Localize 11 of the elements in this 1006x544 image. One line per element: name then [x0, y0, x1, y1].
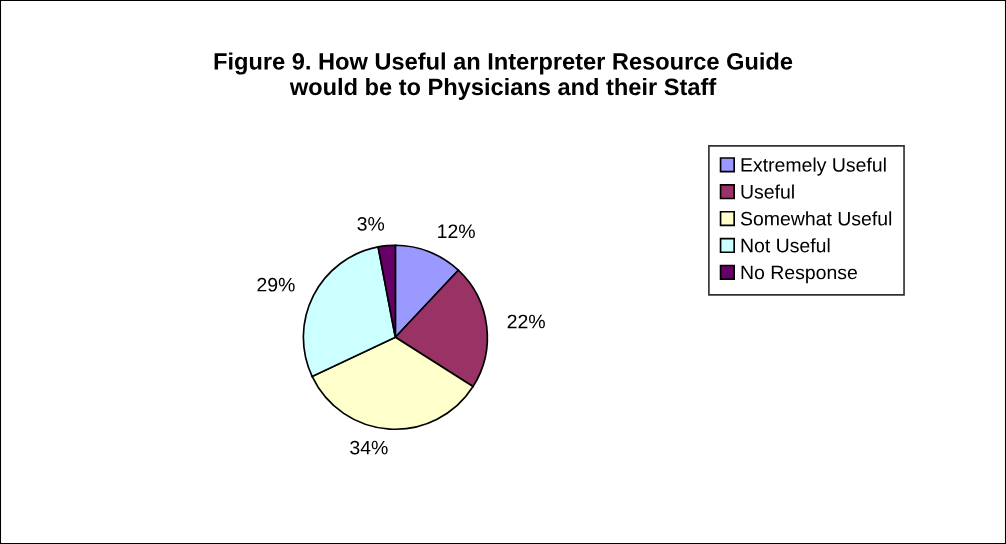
legend-label: No Response [741, 265, 857, 284]
data-label: 22% [507, 314, 545, 329]
legend-label: Extremely Useful [741, 157, 886, 176]
legend-label: Useful [741, 184, 794, 199]
data-label: 34% [350, 440, 388, 455]
data-label: 29% [257, 277, 295, 292]
chart-title: Figure 9. How Useful an Interpreter Resource Guide would be to Physicians and their Staff [214, 52, 793, 100]
legend-label: Somewhat Useful [740, 211, 892, 226]
legend-label: Not Useful [741, 238, 830, 253]
data-label: 3% [357, 217, 385, 231]
data-label: 12% [438, 224, 475, 239]
